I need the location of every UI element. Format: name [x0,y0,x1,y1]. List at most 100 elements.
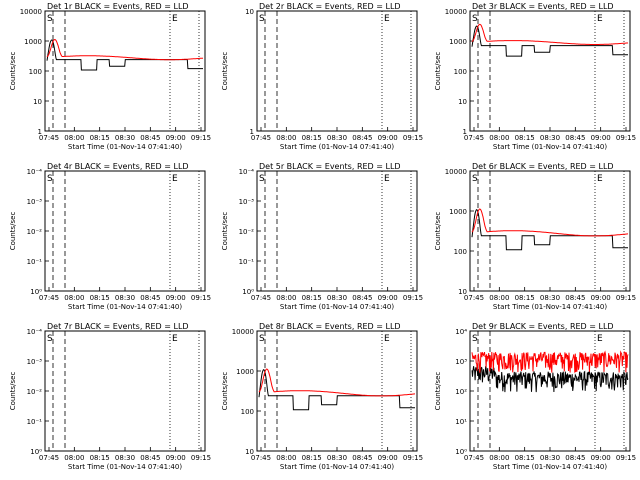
det8-lld-line [258,368,415,397]
det8-ytick-label: 10 [245,448,254,456]
det8-xtick-label: 09:00 [378,454,398,462]
det6-xtick-label: 09:15 [616,294,636,302]
det2-frame [256,10,418,132]
det8-ytick-label: 10000 [232,328,254,336]
det8-xtick-label: 08:45 [352,454,372,462]
det3-xtick-label: 08:00 [489,134,509,142]
det6-title: Det 6r BLACK = Events, RED = LLD [472,162,614,171]
det5-xtick-label: 09:00 [378,294,398,302]
det9-lld-line [471,350,629,373]
det5-xlabel: Start Time (01-Nov-14 07:41:40) [280,303,394,311]
det6-xtick-label: 09:00 [591,294,611,302]
det5-s-mark: S [259,174,265,184]
det2-xtick-label: 08:00 [276,134,296,142]
det9-xtick-label: 09:15 [616,454,636,462]
det9-ylabel: Counts/sec [434,372,442,411]
det7-xtick-label: 08:45 [140,454,160,462]
det4-ytick-label: 10⁻² [27,228,43,236]
det1-xtick-label: 09:00 [166,134,186,142]
det1-ylabel: Counts/sec [9,52,17,91]
det7-xtick-label: 08:15 [90,454,110,462]
det7-xtick-label: 09:00 [166,454,186,462]
det2-xtick-label: 08:15 [302,134,322,142]
det5-ytick-label: 10⁻² [239,228,255,236]
det7-xtick-label: 08:00 [64,454,84,462]
det1-xtick-label: 07:45 [39,134,59,142]
det5-xtick-label: 08:30 [327,294,347,302]
det8-xtick-label: 08:00 [276,454,296,462]
det4-xlabel: Start Time (01-Nov-14 07:41:40) [68,303,182,311]
det4-ytick-label: 10⁻¹ [27,258,43,266]
det8-ylabel: Counts/sec [221,372,229,411]
det9-ytick-label: 10⁴ [455,328,467,336]
det6-ytick-label: 10 [458,288,467,296]
det5-ytick-label: 10⁻¹ [239,258,255,266]
det6-ytick-label: 10000 [445,168,467,176]
det5-frame [256,170,418,292]
det5-ytick-label: 10⁻³ [239,198,255,206]
det6-panel: Det 6r BLACK = Events, RED = LLD Counts/s… [434,162,636,311]
det7-e-mark: E [172,334,178,344]
det6-e-mark: E [597,174,603,184]
det7-xlabel: Start Time (01-Nov-14 07:41:40) [68,463,182,471]
det7-ylabel: Counts/sec [9,372,17,411]
det9-xtick-label: 08:00 [489,454,509,462]
det3-xtick-label: 08:30 [540,134,560,142]
det1-xtick-label: 09:15 [191,134,211,142]
det1-ytick-label: 10 [33,98,42,106]
det8-xtick-label: 08:30 [327,454,347,462]
det5-xtick-label: 07:45 [251,294,271,302]
det7-title: Det 7r BLACK = Events, RED = LLD [47,322,189,331]
det1-xtick-label: 08:15 [90,134,110,142]
det6-xtick-label: 08:00 [489,294,509,302]
det4-xtick-label: 08:15 [90,294,110,302]
det3-frame [469,10,631,132]
det2-ytick-label: 10 [245,8,254,16]
det8-panel: Det 8r BLACK = Events, RED = LLD Counts/s… [221,322,423,471]
det6-xtick-label: 08:15 [515,294,535,302]
det9-xtick-label: 08:45 [565,454,585,462]
det4-title: Det 4r BLACK = Events, RED = LLD [47,162,189,171]
det5-xtick-label: 08:45 [352,294,372,302]
det7-frame [44,330,206,452]
det9-ytick-label: 10² [455,388,467,396]
det4-frame [44,170,206,292]
det4-panel: Det 4r BLACK = Events, RED = LLD Counts/s… [9,162,211,311]
det1-ytick-label: 100 [29,68,42,76]
det3-xtick-label: 09:00 [591,134,611,142]
det7-ytick-label: 10⁻² [27,388,43,396]
det6-ylabel: Counts/sec [434,212,442,251]
det8-xtick-label: 09:15 [403,454,423,462]
det4-ylabel: Counts/sec [9,212,17,251]
det5-xtick-label: 08:15 [302,294,322,302]
det1-title: Det 1r BLACK = Events, RED = LLD [47,2,189,11]
det9-xtick-label: 07:45 [464,454,484,462]
det4-ytick-label: 10⁰ [30,288,42,296]
det3-title: Det 3r BLACK = Events, RED = LLD [472,2,614,11]
det6-s-mark: S [472,174,478,184]
det9-s-mark: S [472,334,478,344]
det9-xlabel: Start Time (01-Nov-14 07:41:40) [493,463,607,471]
det4-ytick-label: 10⁻³ [27,198,43,206]
det1-e-mark: E [172,14,178,24]
det3-ytick-label: 1000 [449,38,467,46]
det2-e-mark: E [384,14,390,24]
det8-xtick-label: 07:45 [251,454,271,462]
det2-xtick-label: 08:45 [352,134,372,142]
det3-ytick-label: 10 [458,98,467,106]
det2-ylabel: Counts/sec [221,52,229,91]
det4-xtick-label: 08:30 [115,294,135,302]
det9-e-mark: E [597,334,603,344]
det4-xtick-label: 09:15 [191,294,211,302]
det6-ytick-label: 100 [454,248,467,256]
det5-panel: Det 5r BLACK = Events, RED = LLD Counts/s… [221,162,423,311]
det5-xtick-label: 09:15 [403,294,423,302]
det6-lld-line [471,208,628,237]
det8-s-mark: S [259,334,265,344]
det2-panel: Det 2r BLACK = Events, RED = LLD Counts/s… [221,2,423,151]
det4-ytick-label: 10⁻⁴ [27,168,43,176]
det8-title: Det 8r BLACK = Events, RED = LLD [259,322,401,331]
det3-panel: Det 3r BLACK = Events, RED = LLD Counts/s… [434,2,636,151]
det5-e-mark: E [384,174,390,184]
